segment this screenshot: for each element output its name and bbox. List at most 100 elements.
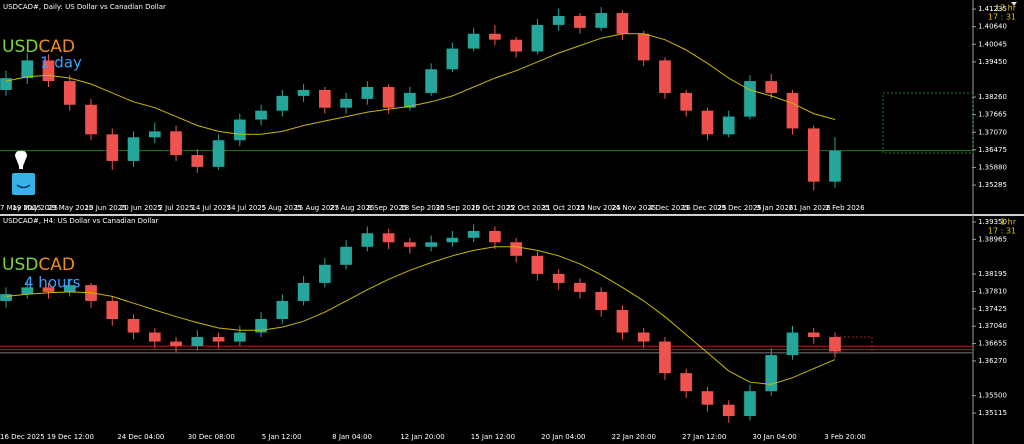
x-tick-label: 30 Jan 04:00 <box>752 433 796 441</box>
x-tick-label: 12 Nov 2025 <box>576 204 621 212</box>
x-tick-label: 5 Aug 2025 <box>261 204 301 212</box>
candle-body <box>425 242 437 247</box>
candle-body <box>829 150 841 182</box>
candle-body <box>680 92 693 111</box>
candle-body <box>106 300 119 319</box>
candle-body <box>807 128 820 182</box>
symbol-quote: CAD <box>38 37 75 57</box>
x-tick-label: 21 Jan 2026 <box>789 204 832 212</box>
candle-body <box>467 230 480 238</box>
candle-body <box>382 87 395 108</box>
x-tick-label: 10 Oct 2025 <box>471 204 514 212</box>
bar-timer: 17 hr <box>995 4 1017 13</box>
moving-average <box>5 33 836 135</box>
x-tick-label: 9 Jan 2026 <box>756 204 794 212</box>
x-tick-label: 4 Dec 2025 <box>649 204 689 212</box>
candle-body <box>744 81 756 117</box>
y-tick-label: 1.38260 <box>978 93 1007 101</box>
candle-body <box>42 60 55 82</box>
y-tick-label: 1.35115 <box>978 409 1007 417</box>
x-tick-label: 7 May 2025 <box>0 204 41 212</box>
x-tick-label: 16 Dec 2025 <box>682 204 727 212</box>
y-tick-label: 1.39350 <box>978 218 1007 226</box>
candle-body <box>319 264 331 283</box>
x-tick-label: 8 Sep 2025 <box>367 204 407 212</box>
candle-body <box>701 391 714 405</box>
candle-body <box>786 92 799 129</box>
candle-body <box>361 87 374 99</box>
y-tick-label: 1.35285 <box>978 181 1007 189</box>
y-tick-label: 1.40045 <box>978 40 1007 48</box>
x-tick-label: 24 Dec 04:00 <box>117 433 164 441</box>
candle-body <box>191 155 204 167</box>
candle-body <box>744 391 756 417</box>
candle-body <box>63 285 76 292</box>
pen-icon[interactable] <box>15 150 27 169</box>
x-tick-label: 30 Sep 2025 <box>436 204 480 212</box>
candle-body <box>722 404 735 417</box>
candle-body <box>616 309 629 333</box>
candle-body <box>510 242 522 256</box>
candle-body <box>765 81 778 93</box>
zone-box <box>882 92 974 154</box>
candle-body <box>191 337 204 347</box>
candle-body <box>404 92 416 108</box>
candle-body <box>637 332 650 342</box>
x-tick-label: 15 Aug 2025 <box>294 204 339 212</box>
candle-body <box>701 110 714 135</box>
candle-body <box>106 134 119 161</box>
candle-body <box>85 104 97 135</box>
candle-body <box>786 332 799 356</box>
candle-body <box>148 332 161 342</box>
x-tick-label: 16 Dec 2025 <box>0 433 45 441</box>
scroll-marker[interactable] <box>1011 2 1017 6</box>
x-tick-label: 24 Jul 2025 <box>227 204 267 212</box>
x-tick-label: 5 Jan 12:00 <box>262 433 302 441</box>
symbol-base: USD <box>2 37 38 57</box>
candle-body <box>148 131 161 138</box>
candle-body <box>233 119 246 141</box>
symbol-base: USD <box>2 255 38 275</box>
x-tick-label: 31 Oct 2025 <box>542 204 585 212</box>
x-tick-label: 19 May 2025 <box>12 204 58 212</box>
smile-icon-mouth <box>16 184 31 189</box>
candle-body <box>404 242 416 247</box>
candle-body <box>531 24 544 52</box>
y-tick-label: 1.36475 <box>978 146 1007 154</box>
candle-body <box>255 110 267 120</box>
x-tick-label: 10 Jun 2025 <box>85 204 127 212</box>
moving-average <box>5 246 836 385</box>
candle-body <box>0 294 12 301</box>
candle-body <box>659 341 671 374</box>
x-tick-label: 29 May 2025 <box>48 204 94 212</box>
y-tick-label: 1.38195 <box>978 270 1007 278</box>
candle-body <box>127 318 140 333</box>
candle-body <box>552 273 565 283</box>
candle-body <box>722 116 735 135</box>
x-tick-label: 8 Jan 04:00 <box>332 433 372 441</box>
candle-body <box>637 33 650 61</box>
y-tick-label: 1.37425 <box>978 305 1007 313</box>
x-tick-label: 22 Oct 2025 <box>506 204 549 212</box>
chart-title: USDCAD#, H4: US Dollar vs Canadian Dolla… <box>3 217 158 225</box>
candle-body <box>21 60 34 79</box>
candle-body <box>382 233 395 243</box>
candle-body <box>467 33 480 49</box>
candle-body <box>361 233 374 247</box>
x-tick-label: 24 Nov 2025 <box>611 204 656 212</box>
candle-body <box>21 287 34 295</box>
candle-body <box>425 69 437 93</box>
smile-icon[interactable] <box>12 173 35 195</box>
candle-body <box>170 131 182 156</box>
candle-body <box>0 78 12 90</box>
y-tick-label: 1.38965 <box>978 235 1007 243</box>
candle-body <box>276 95 289 111</box>
x-tick-label: 2 Feb 2026 <box>825 204 865 212</box>
chart-title: USDCAD#, Daily: US Dollar vs Canadian Do… <box>3 3 166 11</box>
candle-body <box>127 137 140 161</box>
candle-body <box>829 337 841 352</box>
candle-body <box>510 39 522 52</box>
x-tick-label: 12 Jan 20:00 <box>400 433 444 441</box>
x-tick-label: 14 Jul 2025 <box>191 204 231 212</box>
x-tick-label: 18 Sep 2025 <box>400 204 444 212</box>
